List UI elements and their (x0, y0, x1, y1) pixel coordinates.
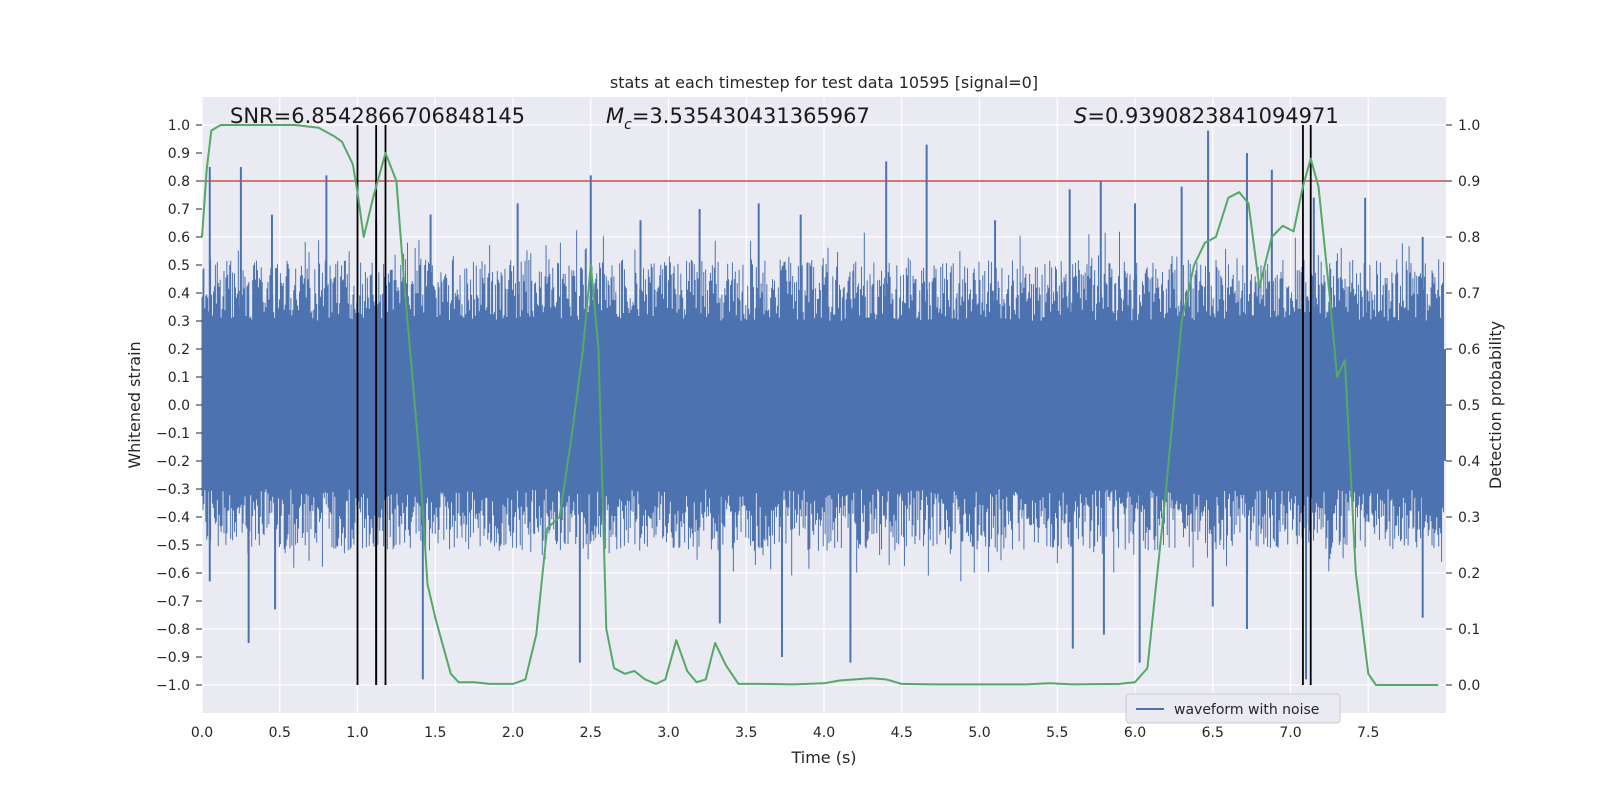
left-tick-label: −0.6 (156, 566, 190, 582)
left-tick-label: −0.5 (156, 538, 190, 554)
legend-box (1125, 693, 1341, 724)
y-axis-label-right: Detection probability (1486, 321, 1505, 489)
left-tick-label: −0.4 (156, 510, 190, 526)
x-tick-label: 3.5 (735, 725, 757, 741)
x-axis-ticks: 0.0 0.5 1.0 1.5 2.0 2.5 3.0 3.5 4.0 4.5 5.0 5.5 6.0 6… (191, 725, 1380, 741)
left-tick-label: 0.7 (168, 202, 190, 218)
x-tick-label: 1.5 (424, 725, 446, 741)
chirp-mass-annotation: Mc=3.535430431365967 (606, 104, 870, 133)
left-tick-label: −0.1 (156, 426, 190, 442)
left-tick-label: 0.8 (168, 174, 190, 190)
x-tick-label: 1.0 (346, 725, 368, 741)
x-tick-label: 6.5 (1202, 725, 1224, 741)
snr-annotation: SNR=6.8542866706848145 (230, 104, 525, 128)
legend-label-waveform: waveform with noise (1174, 702, 1319, 718)
x-tick-label: 7.5 (1357, 725, 1379, 741)
left-tick-label: 0.6 (168, 230, 190, 246)
s-annotation: S=0.9390823841094971 (1074, 104, 1339, 128)
right-tick-label: 1.0 (1458, 118, 1480, 134)
legend: waveform with noise (1125, 693, 1341, 724)
x-tick-label: 2.5 (580, 725, 602, 741)
x-tick-label: 7.0 (1279, 725, 1301, 741)
left-tick-label: 0.1 (168, 370, 190, 386)
right-tick-label: 0.8 (1458, 230, 1480, 246)
x-tick-label: 6.0 (1124, 725, 1146, 741)
right-tick-label: 0.1 (1458, 622, 1480, 638)
right-tick-label: 0.3 (1458, 510, 1480, 526)
s-value: =0.9390823841094971 (1087, 104, 1338, 128)
left-tick-label: −0.9 (156, 650, 190, 666)
strain-series (201, 130, 1446, 685)
left-tick-label: 0.4 (168, 286, 190, 302)
chart-title: stats at each timestep for test data 105… (610, 73, 1038, 92)
right-tick-label: 0.7 (1458, 286, 1480, 302)
left-tick-label: 1.0 (168, 118, 190, 134)
x-tick-label: 5.5 (1046, 725, 1068, 741)
left-tick-label: 0.5 (168, 258, 190, 274)
x-tick-label: 2.0 (502, 725, 524, 741)
right-tick-label: 0.9 (1458, 174, 1480, 190)
x-tick-label: 4.0 (813, 725, 835, 741)
right-tick-label: 0.0 (1458, 678, 1480, 694)
probability-series (201, 124, 1439, 686)
x-tick-label: 0.0 (191, 725, 213, 741)
chirp-mass-value: =3.535430431365967 (632, 104, 870, 128)
left-tick-label: 0.0 (168, 398, 190, 414)
left-tick-label: −1.0 (156, 678, 190, 694)
y-axis-label-left: Whitened strain (125, 341, 144, 468)
left-tick-label: −0.7 (156, 594, 190, 610)
right-tick-label: 0.2 (1458, 566, 1480, 582)
left-tick-label: 0.2 (168, 342, 190, 358)
left-tick-label: −0.3 (156, 482, 190, 498)
x-tick-label: 3.0 (657, 725, 679, 741)
x-tick-label: 4.5 (891, 725, 913, 741)
s-symbol: S (1074, 104, 1087, 128)
x-axis-label: Time (s) (790, 748, 856, 767)
chirp-mass-subscript: c (624, 117, 632, 133)
right-axis-ticks: 1.0 0.9 0.8 0.7 0.6 0.5 0.4 0.3 0.2 0.1 0.0 (1446, 118, 1480, 694)
probability-line (201, 124, 1439, 686)
left-tick-label: 0.3 (168, 314, 190, 330)
left-tick-label: 0.9 (168, 146, 190, 162)
right-tick-label: 0.5 (1458, 398, 1480, 414)
left-axis-ticks: 1.0 0.9 0.8 0.7 0.6 0.5 0.4 0.3 0.2 0.1 0.0 −0.1 −0.… (156, 118, 202, 694)
chirp-mass-symbol: M (606, 104, 624, 128)
left-tick-label: −0.2 (156, 454, 190, 470)
left-tick-label: −0.8 (156, 622, 190, 638)
right-tick-label: 0.4 (1458, 454, 1480, 470)
x-tick-label: 0.5 (269, 725, 291, 741)
vertical-markers (356, 125, 1312, 685)
right-tick-label: 0.6 (1458, 342, 1480, 358)
x-tick-label: 5.0 (968, 725, 990, 741)
